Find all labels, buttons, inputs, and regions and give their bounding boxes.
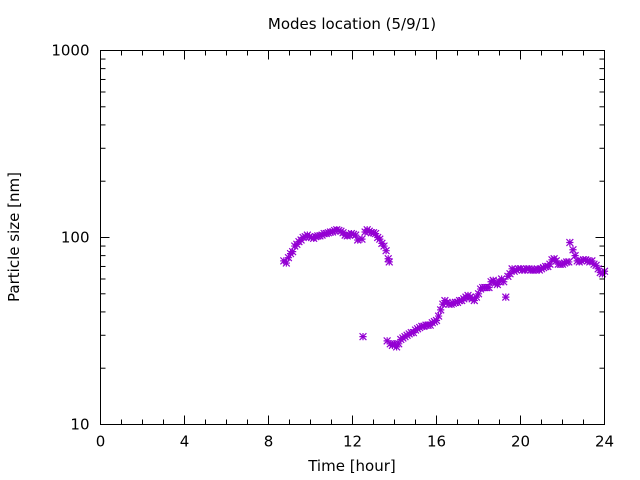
chart-title: Modes location (5/9/1) — [268, 15, 436, 33]
data-point — [525, 264, 533, 273]
x-tick-label: 4 — [180, 433, 190, 451]
data-point — [358, 235, 366, 243]
data-point — [592, 261, 600, 270]
data-point — [434, 312, 443, 320]
data-point — [322, 229, 331, 238]
data-point — [343, 232, 352, 240]
data-point — [590, 260, 598, 269]
data-point — [533, 264, 542, 273]
data-point — [384, 254, 393, 263]
x-tick-label: 20 — [511, 433, 530, 451]
data-point — [311, 232, 320, 241]
data-point — [501, 293, 510, 301]
data-point — [472, 293, 481, 301]
data-point — [510, 267, 519, 276]
data-point — [430, 317, 439, 326]
data-point — [552, 257, 561, 265]
data-point — [284, 253, 293, 262]
data-point — [573, 257, 582, 265]
data-point — [558, 260, 567, 269]
data-point — [282, 259, 291, 267]
x-axis-label: Time [hour] — [307, 457, 396, 475]
data-point — [575, 258, 584, 266]
data-point — [470, 296, 479, 305]
data-point — [594, 264, 603, 273]
data-point — [359, 332, 367, 341]
data-point — [371, 229, 380, 238]
data-point — [432, 316, 441, 325]
data-point — [392, 343, 401, 351]
y-tick-label: 1000 — [51, 42, 89, 60]
data-point — [516, 264, 525, 273]
data-point — [375, 235, 384, 243]
data-point — [316, 232, 324, 240]
data-point — [307, 233, 316, 242]
data-point — [369, 228, 378, 237]
data-point — [581, 255, 590, 264]
data-point — [335, 226, 343, 235]
data-point — [564, 258, 573, 266]
data-point — [588, 257, 596, 265]
data-point — [531, 266, 540, 274]
data-point — [520, 266, 529, 274]
data-point — [569, 245, 577, 254]
data-point — [546, 260, 554, 269]
data-point — [341, 231, 349, 239]
data-point — [535, 266, 544, 274]
data-point — [385, 258, 394, 266]
data-point — [394, 339, 403, 348]
data-point — [447, 300, 456, 309]
data-point — [347, 229, 356, 238]
plot-frame — [100, 50, 605, 425]
data-point — [413, 324, 422, 333]
data-point — [330, 226, 339, 235]
x-tick-label: 24 — [595, 433, 614, 451]
data-point — [499, 277, 508, 286]
x-tick-label: 12 — [343, 433, 362, 451]
data-point — [380, 242, 388, 250]
data-point — [382, 246, 390, 255]
data-point — [288, 247, 297, 256]
x-tick-label: 16 — [427, 433, 446, 451]
data-point — [539, 263, 548, 272]
data-point — [583, 257, 592, 265]
x-tick-label: 8 — [264, 433, 274, 451]
data-point — [428, 318, 437, 327]
data-point — [390, 339, 399, 348]
data-point — [571, 251, 579, 260]
data-point — [324, 228, 333, 237]
y-tick-label: 100 — [61, 229, 90, 247]
data-point — [332, 225, 341, 234]
data-point — [560, 259, 569, 267]
data-point — [351, 231, 360, 239]
data-points — [279, 225, 609, 351]
data-point — [449, 299, 458, 308]
data-point — [438, 300, 447, 309]
y-axis-label: Particle size [nm] — [5, 172, 23, 302]
axis-ticks: 0 4 8 12 16 20 24 10 100 1000 — [51, 42, 614, 451]
data-point — [548, 255, 556, 264]
data-point — [512, 266, 521, 274]
data-point — [506, 269, 514, 278]
data-point — [353, 236, 362, 244]
data-point — [577, 257, 586, 265]
y-tick-label: 10 — [70, 416, 89, 434]
data-point — [566, 238, 574, 247]
data-point — [585, 258, 594, 266]
data-point — [415, 323, 424, 332]
data-point — [420, 322, 428, 331]
data-point — [299, 233, 307, 242]
data-point — [537, 264, 546, 273]
data-point — [436, 306, 445, 314]
data-point — [474, 289, 483, 298]
data-point — [349, 230, 358, 239]
x-tick-label: 0 — [96, 433, 106, 451]
data-point — [485, 283, 493, 292]
data-point — [305, 232, 314, 241]
